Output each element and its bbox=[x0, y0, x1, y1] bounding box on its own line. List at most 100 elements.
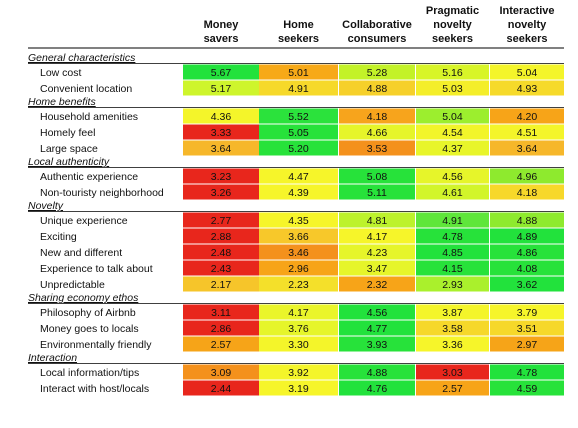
heat-cell bbox=[339, 212, 415, 228]
cell-value: 5.08 bbox=[367, 171, 388, 183]
heat-cell bbox=[339, 168, 415, 184]
heat-cell bbox=[339, 260, 415, 276]
column-header: Home bbox=[283, 19, 314, 31]
cell-value: 3.26 bbox=[211, 187, 232, 199]
cell-value: 2.23 bbox=[288, 279, 309, 291]
cell-value: 4.61 bbox=[442, 187, 463, 199]
cell-value: 3.79 bbox=[517, 307, 538, 319]
column-header: Pragmatic bbox=[426, 5, 479, 17]
cell-value: 2.17 bbox=[211, 279, 232, 291]
cell-value: 3.09 bbox=[211, 367, 232, 379]
cell-value: 3.47 bbox=[367, 263, 388, 275]
cell-value: 4.81 bbox=[367, 215, 388, 227]
row-label: Local information/tips bbox=[40, 367, 139, 379]
heat-cell bbox=[490, 304, 564, 320]
heat-cell bbox=[416, 140, 489, 156]
cell-value: 4.76 bbox=[367, 383, 388, 395]
heat-cell bbox=[416, 260, 489, 276]
heat-cell bbox=[416, 304, 489, 320]
heat-cell bbox=[490, 276, 564, 292]
cell-value: 2.44 bbox=[211, 383, 232, 395]
cell-value: 3.30 bbox=[288, 339, 309, 351]
cell-value: 4.51 bbox=[517, 127, 538, 139]
heat-cell bbox=[490, 260, 564, 276]
cell-value: 4.96 bbox=[517, 171, 538, 183]
heat-cell bbox=[259, 380, 338, 396]
heat-cell bbox=[183, 168, 259, 184]
cell-value: 4.93 bbox=[517, 83, 538, 95]
group-title: Interaction bbox=[28, 352, 77, 364]
cell-value: 5.16 bbox=[442, 67, 463, 79]
row-label: Authentic experience bbox=[40, 171, 138, 183]
cell-value: 2.97 bbox=[517, 339, 538, 351]
cell-value: 4.78 bbox=[517, 367, 538, 379]
cell-value: 4.91 bbox=[288, 83, 309, 95]
heat-cell bbox=[183, 184, 259, 200]
heat-cell bbox=[490, 228, 564, 244]
heat-cell bbox=[490, 168, 564, 184]
heat-cell bbox=[183, 304, 259, 320]
heat-cell bbox=[183, 244, 259, 260]
cell-value: 4.47 bbox=[288, 171, 309, 183]
heat-cell bbox=[259, 64, 338, 80]
heat-cell bbox=[339, 364, 415, 380]
row-label: Interact with host/locals bbox=[40, 383, 149, 395]
group-title: Novelty bbox=[28, 200, 64, 212]
heat-cell bbox=[490, 124, 564, 140]
heat-cell bbox=[259, 228, 338, 244]
cell-value: 4.85 bbox=[442, 247, 463, 259]
heat-cell bbox=[490, 320, 564, 336]
row-label: Convenient location bbox=[40, 83, 132, 95]
cell-value: 4.59 bbox=[517, 383, 538, 395]
row-label: Unpredictable bbox=[40, 279, 105, 291]
cell-value: 3.64 bbox=[517, 143, 538, 155]
heat-cell bbox=[259, 260, 338, 276]
cell-value: 4.89 bbox=[517, 231, 538, 243]
cell-value: 3.92 bbox=[288, 367, 309, 379]
cell-value: 5.67 bbox=[211, 67, 232, 79]
row-label: Unique experience bbox=[40, 215, 128, 227]
group-title: General characteristics bbox=[28, 52, 136, 64]
cell-value: 3.53 bbox=[367, 143, 388, 155]
heat-cell bbox=[183, 276, 259, 292]
cell-value: 4.17 bbox=[288, 307, 309, 319]
heat-cell bbox=[259, 212, 338, 228]
cell-value: 5.11 bbox=[367, 187, 387, 199]
cell-value: 4.15 bbox=[442, 263, 463, 275]
group-title: Home benefits bbox=[28, 96, 96, 108]
heat-cell bbox=[339, 64, 415, 80]
column-header: Money bbox=[204, 19, 240, 31]
cell-value: 2.86 bbox=[211, 323, 232, 335]
cell-value: 4.23 bbox=[367, 247, 388, 259]
cell-value: 4.18 bbox=[517, 187, 538, 199]
heat-cell bbox=[183, 320, 259, 336]
cell-value: 4.17 bbox=[367, 231, 388, 243]
heat-cell bbox=[339, 320, 415, 336]
cell-value: 4.56 bbox=[442, 171, 463, 183]
heat-cell bbox=[183, 228, 259, 244]
cell-value: 3.87 bbox=[442, 307, 463, 319]
column-header: seekers bbox=[432, 33, 473, 45]
heat-cell bbox=[416, 80, 489, 96]
row-label: New and different bbox=[40, 247, 122, 259]
heat-cell bbox=[183, 108, 259, 124]
row-label: Homely feel bbox=[40, 127, 95, 139]
heat-cell bbox=[416, 380, 489, 396]
cell-value: 3.62 bbox=[517, 279, 538, 291]
heat-cell bbox=[183, 140, 259, 156]
cell-value: 3.33 bbox=[211, 127, 232, 139]
cell-value: 2.57 bbox=[211, 339, 232, 351]
heat-cell bbox=[490, 380, 564, 396]
heat-cell bbox=[416, 320, 489, 336]
cell-value: 4.88 bbox=[367, 367, 388, 379]
heat-cell bbox=[339, 124, 415, 140]
column-header: seekers bbox=[278, 33, 319, 45]
heat-cell bbox=[416, 364, 489, 380]
cell-value: 4.88 bbox=[517, 215, 538, 227]
heat-cell bbox=[183, 64, 259, 80]
heat-cell bbox=[183, 80, 259, 96]
cell-value: 3.93 bbox=[367, 339, 388, 351]
row-label: Low cost bbox=[40, 67, 82, 79]
cell-value: 5.20 bbox=[288, 143, 309, 155]
cell-value: 4.54 bbox=[442, 127, 463, 139]
